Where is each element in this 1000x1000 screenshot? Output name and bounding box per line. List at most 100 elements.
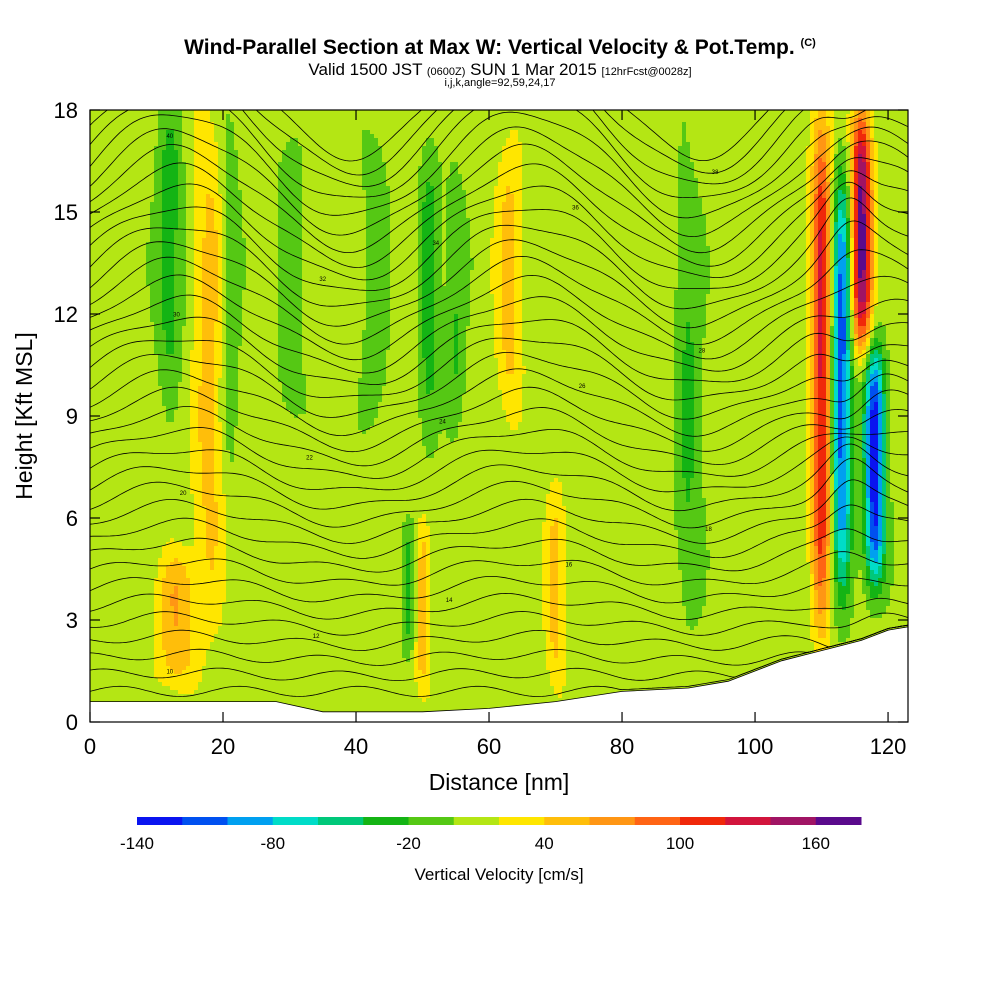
velocity-cell [326, 162, 331, 167]
velocity-cell [606, 158, 611, 163]
velocity-cell [270, 202, 275, 207]
velocity-cell [382, 154, 387, 159]
velocity-cell [870, 118, 875, 123]
velocity-cell [126, 182, 131, 187]
velocity-cell [626, 194, 631, 199]
velocity-cell [374, 202, 379, 207]
velocity-cell [594, 178, 599, 183]
velocity-cell [138, 186, 143, 191]
velocity-cell [378, 194, 383, 199]
velocity-cell [874, 138, 879, 143]
velocity-cell [626, 170, 631, 175]
velocity-cell [486, 142, 491, 147]
velocity-cell [458, 202, 463, 207]
velocity-cell [906, 182, 908, 187]
velocity-cell [590, 110, 595, 115]
velocity-cell [438, 194, 443, 199]
velocity-cell [258, 138, 263, 143]
velocity-cell [426, 110, 431, 115]
velocity-cell [318, 126, 323, 131]
velocity-cell [114, 202, 119, 207]
velocity-cell [522, 190, 527, 195]
velocity-cell [266, 114, 271, 119]
velocity-cell [450, 174, 455, 179]
velocity-cell [474, 166, 479, 171]
velocity-cell [566, 134, 571, 139]
velocity-cell [790, 130, 795, 135]
velocity-cell [594, 190, 599, 195]
velocity-cell [638, 178, 643, 183]
velocity-cell [882, 154, 887, 159]
velocity-cell [894, 134, 899, 139]
velocity-cell [518, 174, 523, 179]
velocity-cell [294, 186, 299, 191]
velocity-cell [466, 186, 471, 191]
velocity-cell [398, 170, 403, 175]
velocity-cell [850, 114, 855, 119]
velocity-cell [566, 110, 571, 115]
velocity-cell [318, 130, 323, 135]
velocity-cell [322, 194, 327, 199]
velocity-cell [202, 182, 207, 187]
velocity-cell [742, 158, 747, 163]
velocity-cell [230, 162, 235, 167]
velocity-cell [542, 158, 547, 163]
velocity-cell [882, 186, 887, 191]
velocity-cell [774, 166, 779, 171]
velocity-cell [406, 162, 411, 167]
velocity-cell [778, 154, 783, 159]
velocity-cell [282, 158, 287, 163]
velocity-cell [230, 114, 235, 119]
velocity-cell [506, 134, 511, 139]
velocity-cell [206, 134, 211, 139]
velocity-cell [486, 162, 491, 167]
velocity-cell [578, 130, 583, 135]
velocity-cell [126, 194, 131, 199]
velocity-cell [330, 110, 335, 115]
velocity-cell [570, 118, 575, 123]
velocity-cell [234, 110, 239, 115]
velocity-cell [766, 154, 771, 159]
velocity-cell [450, 138, 455, 143]
velocity-cell [266, 142, 271, 147]
velocity-cell [134, 178, 139, 183]
velocity-cell [322, 206, 327, 211]
velocity-cell [750, 138, 755, 143]
velocity-cell [898, 130, 903, 135]
velocity-cell [834, 174, 839, 179]
velocity-cell [802, 134, 807, 139]
velocity-cell [770, 202, 775, 207]
velocity-cell [514, 154, 519, 159]
velocity-cell [462, 122, 467, 127]
velocity-cell [718, 194, 723, 199]
velocity-cell [242, 114, 247, 119]
velocity-cell [702, 138, 707, 143]
velocity-cell [298, 138, 303, 143]
velocity-cell [830, 154, 835, 159]
velocity-cell [194, 178, 199, 183]
velocity-cell [194, 166, 199, 171]
velocity-cell [250, 138, 255, 143]
velocity-cell [322, 154, 327, 159]
velocity-cell [874, 170, 879, 175]
velocity-cell [522, 198, 527, 203]
velocity-cell [866, 166, 871, 171]
velocity-cell [266, 198, 271, 203]
velocity-cell [626, 126, 631, 131]
velocity-cell [826, 150, 831, 155]
velocity-cell [462, 166, 467, 171]
velocity-cell [546, 202, 551, 207]
velocity-cell [758, 162, 763, 167]
velocity-cell [198, 158, 203, 163]
velocity-cell [618, 110, 623, 115]
velocity-cell [206, 130, 211, 135]
velocity-cell [638, 110, 643, 115]
velocity-cell [706, 166, 711, 171]
velocity-cell [250, 142, 255, 147]
velocity-cell [594, 138, 599, 143]
velocity-cell [306, 190, 311, 195]
velocity-cell [750, 126, 755, 131]
velocity-cell [562, 134, 567, 139]
velocity-cell [542, 174, 547, 179]
velocity-cell [854, 138, 859, 143]
